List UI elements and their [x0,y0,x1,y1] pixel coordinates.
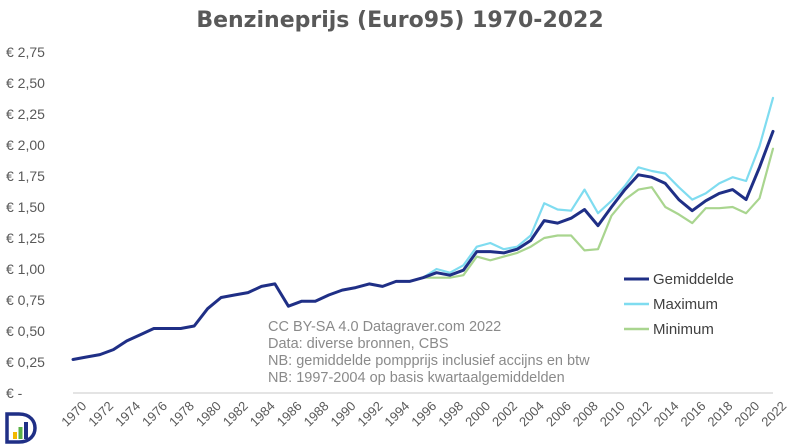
x-tick-label: 1992 [354,398,385,429]
y-tick-label: € 2,00 [6,137,45,153]
x-tick-label: 1978 [166,398,197,429]
credit-note: CC BY-SA 4.0 Datagraver.com 2022 [268,319,502,335]
legend-label-gemiddelde: Gemiddelde [653,271,734,288]
x-tick-label: 1984 [247,398,278,429]
source-note: Data: diverse bronnen, CBS [268,336,449,352]
x-tick-label: 2002 [489,398,520,429]
y-tick-label: € - [6,385,23,401]
x-tick-label: 1980 [193,398,224,429]
x-tick-label: 2016 [678,398,709,429]
x-tick-label: 2008 [570,398,601,429]
x-tick-label: 1990 [328,398,359,429]
y-tick-label: € 1,25 [6,230,45,246]
x-tick-label: 2012 [624,398,655,429]
quarterly-note: NB: 1997-2004 op basis kwartaalgemiddeld… [268,370,565,386]
x-tick-label: 1976 [139,398,170,429]
x-tick-label: 1972 [85,398,116,429]
x-tick-label: 1994 [381,398,412,429]
x-tick-label: 1982 [220,398,251,429]
x-tick-label: 2010 [597,398,628,429]
x-tick-label: 2004 [516,398,547,429]
series-line-gemiddelde [71,129,775,361]
price-note: NB: gemiddelde pompprijs inclusief accij… [268,353,590,369]
y-tick-label: € 2,75 [6,44,45,60]
y-tick-label: € 1,75 [6,168,45,184]
x-tick-label: 1986 [274,398,305,429]
chart-title: Benzineprijs (Euro95) 1970-2022 [196,8,604,33]
y-tick-label: € 0,50 [6,323,45,339]
series-lines [71,96,775,361]
legend: Gemiddelde Maximum Minimum [624,271,734,338]
datagraver-logo-icon [5,412,37,444]
y-tick-label: € 0,75 [6,292,45,308]
x-tick-label: 1974 [112,398,143,429]
x-axis: 1970197219741976197819801982198419861988… [58,398,789,429]
x-tick-label: 2000 [462,398,493,429]
y-tick-label: € 1,00 [6,261,45,277]
y-tick-label: € 1,50 [6,199,45,215]
legend-label-maximum: Maximum [653,296,718,313]
x-tick-label: 2018 [704,398,735,429]
series-line-minimum [421,147,775,279]
x-tick-label: 2020 [731,398,762,429]
x-tick-label: 2014 [651,398,682,429]
y-tick-label: € 0,25 [6,354,45,370]
x-tick-label: 2022 [758,398,789,429]
x-tick-label: 1998 [435,398,466,429]
y-tick-label: € 2,25 [6,106,45,122]
x-tick-label: 2006 [543,398,574,429]
series-line-maximum [421,96,775,279]
legend-label-minimum: Minimum [653,321,714,338]
x-tick-label: 1996 [408,398,439,429]
y-axis: € - € 0,25 € 0,50 € 0,75 € 1,00 € 1,25 € 1,50 €… [6,44,45,401]
y-tick-label: € 2,50 [6,75,45,91]
x-tick-label: 1970 [58,398,89,429]
x-tick-label: 1988 [301,398,332,429]
